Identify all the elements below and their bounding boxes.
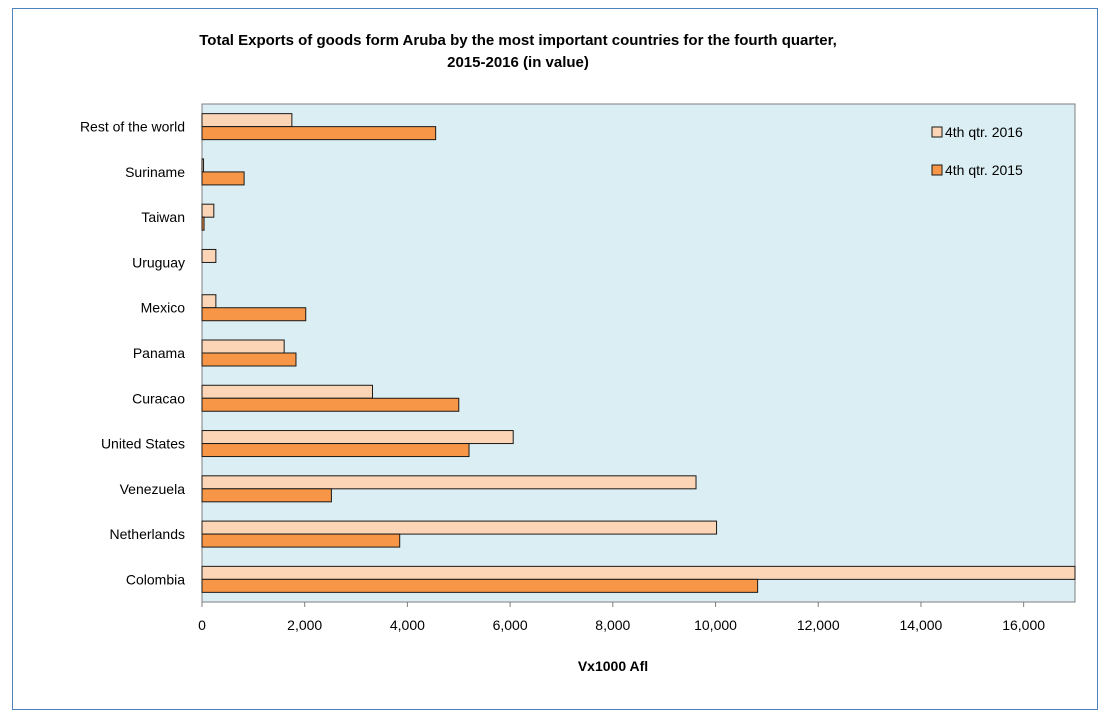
bar-netherlands-2015 <box>201 533 401 548</box>
legend-label-2015: 4th qtr. 2015 <box>945 162 1023 178</box>
x-tick-label: 0 <box>198 617 206 633</box>
x-tick-label: 14,000 <box>900 617 943 633</box>
category-label-netherlands: Netherlands <box>110 526 186 542</box>
bar-uruguay-2016 <box>201 248 217 263</box>
bar-venezuela-2015 <box>201 488 332 503</box>
category-label-curacao: Curacao <box>132 390 185 406</box>
category-label-taiwan: Taiwan <box>141 209 185 225</box>
bar-colombia-2015 <box>201 578 759 593</box>
category-label-venezuela: Venezuela <box>120 481 186 497</box>
category-label-panama: Panama <box>133 345 185 361</box>
x-tick-label: 10,000 <box>694 617 737 633</box>
bar-curacao-2016 <box>201 384 373 399</box>
x-axis-title: Vx1000 Afl <box>578 658 648 674</box>
x-tick-label: 8,000 <box>595 617 630 633</box>
bar-suriname-2015 <box>201 171 245 186</box>
bar-mexico-2016 <box>201 294 217 309</box>
x-tick-label: 2,000 <box>287 617 322 633</box>
bar-curacao-2015 <box>201 397 460 412</box>
category-label-uruguay: Uruguay <box>132 254 185 270</box>
bar-united-states-2015 <box>201 443 470 458</box>
category-labels: Rest of the world Suriname Taiwan Uruguay Me… <box>80 119 185 588</box>
bar-united-states-2016 <box>201 430 514 445</box>
bar-taiwan-2015 <box>201 216 205 231</box>
category-label-rest-of-the-world: Rest of the world <box>80 119 185 135</box>
x-tick-label: 4,000 <box>390 617 425 633</box>
bar-taiwan-2016 <box>201 203 215 218</box>
chart-title-line-2: 2015-2016 (in value) <box>447 54 589 71</box>
bar-mexico-2015 <box>201 307 307 322</box>
bar-panama-2015 <box>201 352 297 367</box>
bar-suriname-2016 <box>201 158 205 173</box>
bar-chart: Total Exports of goods form Aruba by the… <box>80 32 1076 674</box>
chart-title-line-1: Total Exports of goods form Aruba by the… <box>199 32 837 49</box>
x-axis: 0 2,000 4,000 6,000 8,000 10,000 12,000 14,000 1… <box>198 601 1075 633</box>
bar-panama-2016 <box>201 339 285 354</box>
x-tick-label: 16,000 <box>1002 617 1045 633</box>
category-label-colombia: Colombia <box>126 571 185 587</box>
category-label-suriname: Suriname <box>125 164 185 180</box>
x-tick-label: 12,000 <box>797 617 840 633</box>
chart-frame: Total Exports of goods form Aruba by the… <box>12 8 1098 710</box>
bars-group <box>201 113 1076 593</box>
bar-venezuela-2016 <box>201 475 697 490</box>
bar-rest-of-the-world-2016 <box>201 113 293 128</box>
category-label-united-states: United States <box>101 436 185 452</box>
bar-rest-of-the-world-2015 <box>201 126 437 141</box>
x-tick-label: 6,000 <box>493 617 528 633</box>
legend-swatch-2016 <box>931 126 943 138</box>
plot-area <box>201 103 1076 603</box>
legend: 4th qtr. 2016 4th qtr. 2015 <box>931 124 1023 178</box>
bar-netherlands-2016 <box>201 520 718 535</box>
category-label-mexico: Mexico <box>141 300 186 316</box>
legend-swatch-2015 <box>931 164 943 176</box>
legend-label-2016: 4th qtr. 2016 <box>945 124 1023 140</box>
bar-colombia-2016 <box>201 565 1076 580</box>
